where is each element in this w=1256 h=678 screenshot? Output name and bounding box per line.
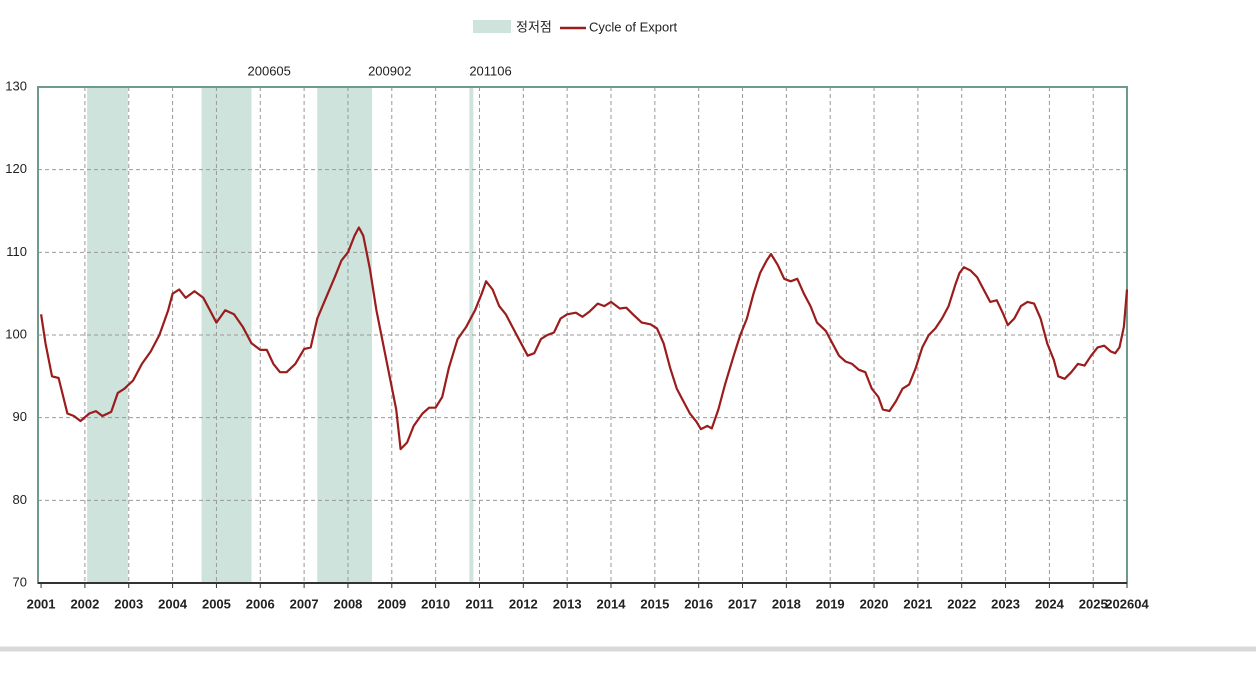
x-tick-label: 2008 xyxy=(333,596,362,611)
y-tick-label: 110 xyxy=(6,244,27,259)
shaded-period xyxy=(469,87,474,583)
x-tick-label: 2010 xyxy=(421,596,450,611)
period-annotation: 200605 xyxy=(248,63,291,78)
x-tick-label: 2021 xyxy=(903,596,932,611)
x-tick-label: 2017 xyxy=(728,596,757,611)
x-tick-label: 2015 xyxy=(640,596,669,611)
shaded-period xyxy=(87,87,128,583)
legend-swatch xyxy=(473,20,511,33)
legend-label: 정저점 xyxy=(516,19,552,34)
y-tick-label: 120 xyxy=(5,161,27,176)
x-tick-label: 202604 xyxy=(1105,596,1149,611)
x-tick-label: 2007 xyxy=(290,596,319,611)
x-tick-label: 2022 xyxy=(947,596,976,611)
y-tick-label: 130 xyxy=(5,78,27,93)
x-tick-label: 2018 xyxy=(772,596,801,611)
y-tick-label: 80 xyxy=(13,492,27,507)
period-annotation: 200902 xyxy=(368,63,411,78)
y-tick-label: 70 xyxy=(13,574,27,589)
y-tick-label: 100 xyxy=(5,326,27,341)
x-tick-label: 2012 xyxy=(509,596,538,611)
x-tick-label: 2014 xyxy=(597,596,627,611)
x-tick-label: 2009 xyxy=(377,596,406,611)
x-tick-label: 2025 xyxy=(1079,596,1108,611)
period-annotation: 201106 xyxy=(469,63,511,78)
x-tick-label: 2016 xyxy=(684,596,713,611)
y-tick-label: 90 xyxy=(13,409,27,424)
x-tick-label: 2003 xyxy=(114,596,143,611)
x-tick-label: 2020 xyxy=(860,596,889,611)
legend-label: Cycle of Export xyxy=(589,19,678,34)
x-tick-label: 2006 xyxy=(246,596,275,611)
x-tick-label: 2013 xyxy=(553,596,582,611)
x-tick-label: 2011 xyxy=(465,596,493,611)
x-tick-label: 2023 xyxy=(991,596,1020,611)
x-tick-label: 2001 xyxy=(27,596,56,611)
x-tick-label: 2005 xyxy=(202,596,231,611)
x-tick-label: 2019 xyxy=(816,596,845,611)
data-line xyxy=(40,226,1129,451)
x-tick-label: 2024 xyxy=(1035,596,1065,611)
x-tick-label: 2002 xyxy=(70,596,99,611)
x-tick-label: 2004 xyxy=(158,596,188,611)
